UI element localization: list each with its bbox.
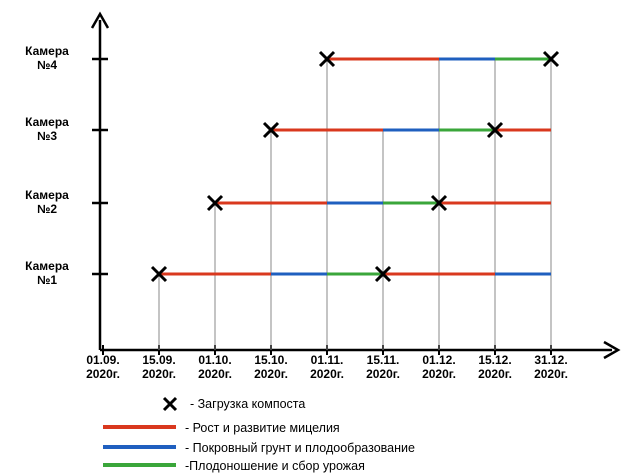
load-marker-x	[318, 50, 336, 68]
x-tick-label: 15.10. 2020г.	[254, 353, 288, 381]
x-tick-label: 01.12. 2020г.	[422, 353, 456, 381]
y-axis-labels: Камера №1 Камера №2 Камера №3 Камера №4	[25, 44, 69, 287]
chart-bars	[159, 57, 551, 276]
load-marker-x	[374, 265, 392, 283]
marker-stroke	[430, 194, 448, 212]
legend-text: - Рост и развитие мицелия	[185, 421, 340, 435]
marker-stroke	[150, 265, 168, 283]
x-tick-label: 01.11. 2020г.	[310, 353, 344, 381]
load-marker-x	[542, 50, 560, 68]
marker-stroke	[162, 396, 178, 412]
legend-text: - Загрузка компоста	[190, 397, 305, 411]
load-marker-x	[430, 194, 448, 212]
chart-axes	[90, 11, 621, 360]
marker-stroke	[262, 121, 280, 139]
marker-stroke	[318, 50, 336, 68]
x-tick-label: 15.09. 2020г.	[142, 353, 176, 381]
marker-stroke	[206, 194, 224, 212]
load-marker-x	[262, 121, 280, 139]
marker-stroke	[542, 50, 560, 68]
x-tick-label: 15.12. 2020г.	[478, 353, 512, 381]
y-tick-label: Камера №4	[25, 44, 69, 72]
y-axis-arrow	[90, 11, 110, 29]
x-axis-arrow	[603, 340, 621, 360]
x-tick-label: 15.11. 2020г.	[366, 353, 400, 381]
y-tick-label: Камера №3	[25, 115, 69, 143]
marker-stroke	[374, 265, 392, 283]
load-marker-x	[162, 396, 178, 412]
x-tick-label: 01.10. 2020г.	[198, 353, 232, 381]
legend: - Загрузка компоста - Рост и развитие миц…	[103, 396, 415, 473]
legend-text: -Плодоношение и сбор урожая	[185, 459, 365, 473]
legend-text: - Покровный грунт и плодообразование	[185, 441, 415, 455]
load-marker-x	[486, 121, 504, 139]
y-tick-label: Камера №1	[25, 259, 69, 287]
x-tick-label: 01.09. 2020г.	[86, 353, 120, 381]
load-marker-x	[150, 265, 168, 283]
load-marker-x	[206, 194, 224, 212]
x-tick-label: 31.12. 2020г.	[534, 353, 568, 381]
y-tick-label: Камера №2	[25, 188, 69, 216]
load-markers	[150, 50, 560, 283]
x-axis-labels: 01.09. 2020г. 15.09. 2020г. 01.10. 2020г. 15.1…	[86, 353, 568, 381]
marker-stroke	[486, 121, 504, 139]
